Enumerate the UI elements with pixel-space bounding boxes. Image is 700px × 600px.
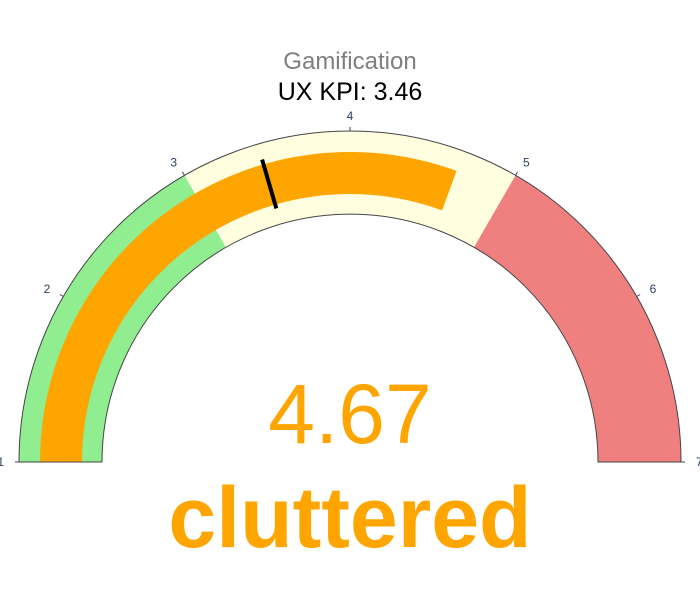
gauge-threshold-layer (260, 158, 279, 210)
gauge-tick-mark (515, 171, 518, 176)
gauge-tick-mark (636, 294, 641, 297)
gauge-border (18, 130, 682, 463)
gauge-tick-label: 5 (523, 155, 530, 169)
gauge-tick-label: 2 (44, 282, 51, 296)
gauge-bar-layer (40, 152, 457, 463)
gauge-subtitle: Gamification (283, 48, 416, 75)
gauge-value-label: cluttered (168, 470, 531, 566)
gauge-ticks: 1 2 3 4 5 6 7 (0, 109, 700, 469)
gauge-threshold-marker (260, 158, 279, 210)
gauge-tick-label: 7 (696, 455, 700, 469)
gauge-tick-label: 4 (347, 109, 354, 123)
gauge-tick-label: 6 (650, 282, 657, 296)
gauge-title: UX KPI: 3.46 (278, 78, 423, 106)
gauge-value: 4.67 (268, 367, 432, 461)
gauge-tick-label: 1 (0, 455, 4, 469)
gauge-tick-mark (59, 294, 64, 297)
gauge-outline (18, 130, 682, 463)
gauge-value-bar (40, 152, 457, 463)
gauge-tick-label: 3 (170, 155, 177, 169)
gauge-step-3 (474, 175, 681, 463)
gauge-tick-mark (182, 171, 185, 176)
